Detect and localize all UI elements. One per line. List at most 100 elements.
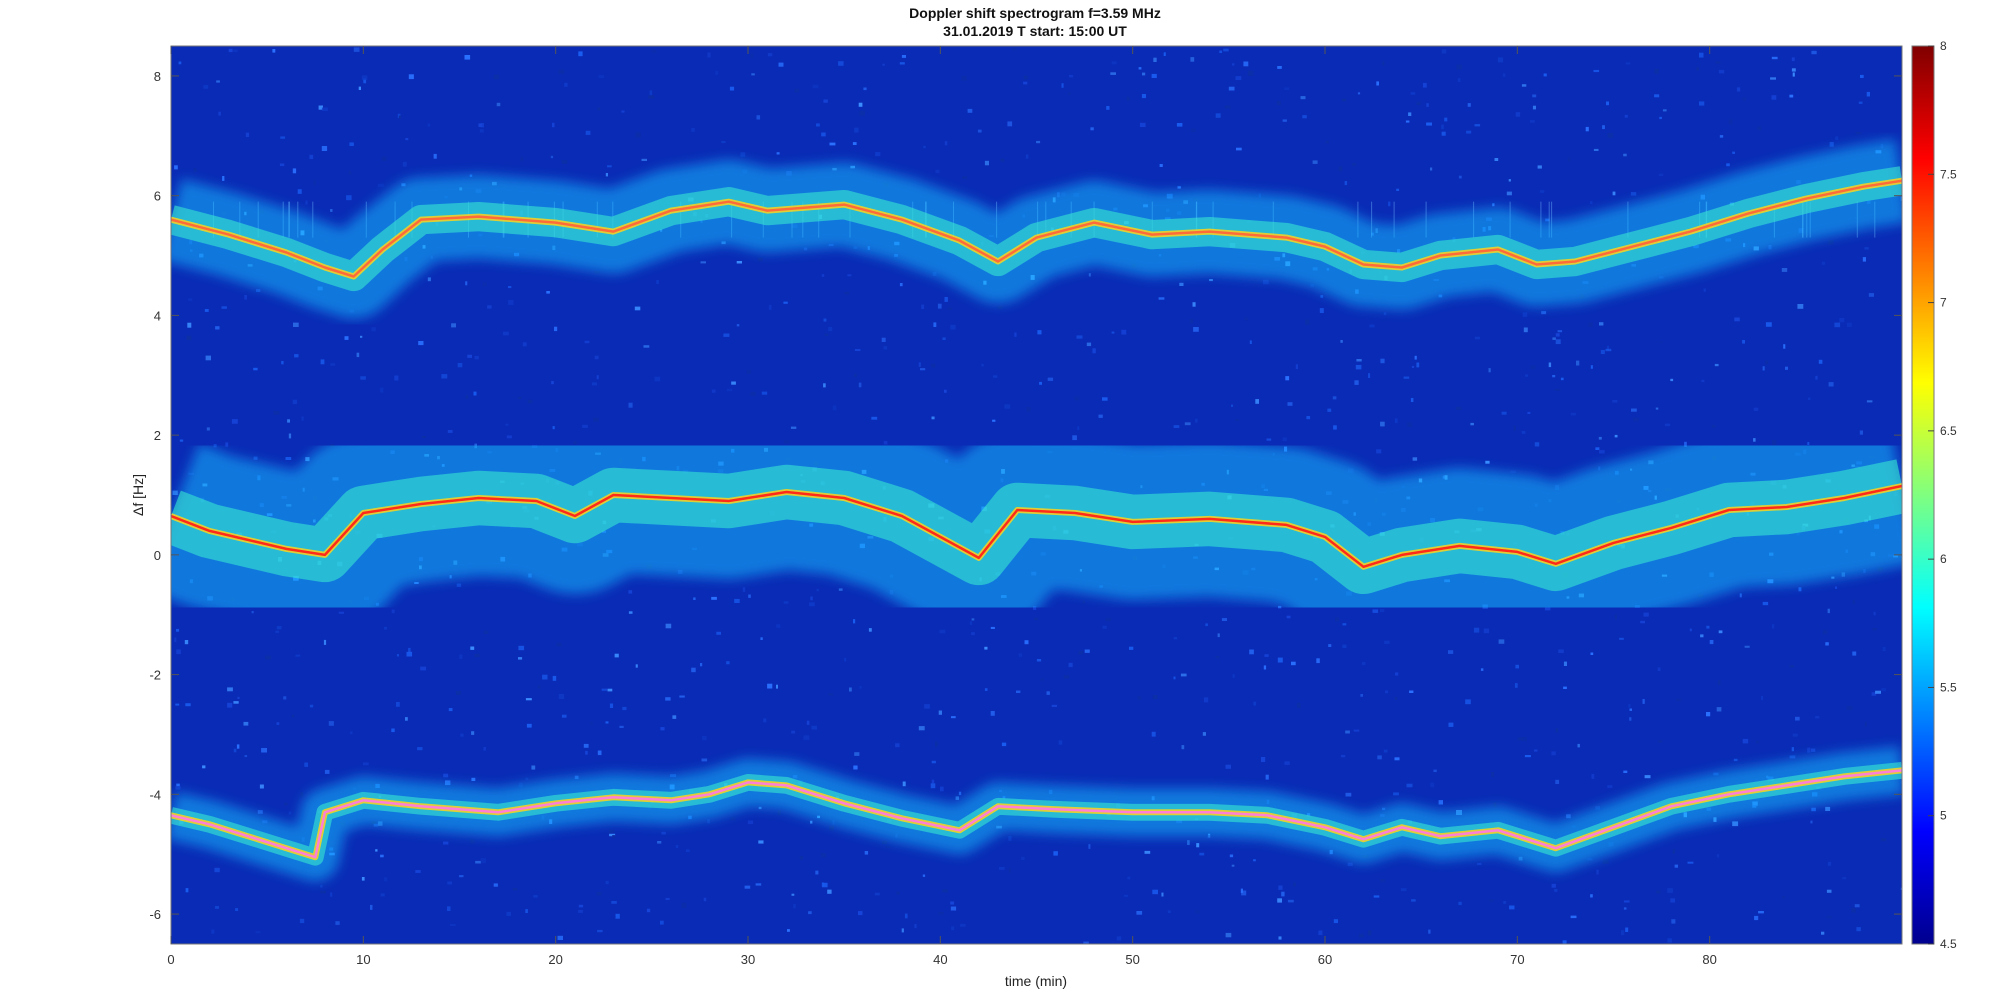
noise-speckle <box>755 883 762 886</box>
noise-speckle <box>1623 900 1630 903</box>
noise-speckle <box>443 841 449 845</box>
noise-speckle <box>402 161 407 167</box>
noise-speckle <box>1811 50 1817 55</box>
x-tick-label: 20 <box>548 952 562 967</box>
noise-speckle <box>1376 449 1382 454</box>
noise-speckle <box>522 342 527 347</box>
noise-speckle <box>273 411 280 415</box>
noise-speckle <box>701 758 708 762</box>
noise-speckle <box>1037 330 1042 335</box>
noise-speckle <box>923 145 926 149</box>
noise-speckle <box>1791 747 1794 752</box>
noise-speckle <box>233 701 239 704</box>
noise-speckle <box>597 107 601 111</box>
noise-speckle <box>1121 329 1127 335</box>
y-tick-label: 4 <box>154 308 161 323</box>
noise-speckle <box>648 95 655 99</box>
noise-speckle <box>288 811 292 815</box>
noise-speckle <box>901 928 904 933</box>
noise-speckle <box>363 78 367 84</box>
noise-speckle <box>1000 158 1005 162</box>
noise-speckle <box>1532 105 1536 110</box>
noise-speckle <box>1203 697 1209 703</box>
noise-speckle <box>551 381 554 385</box>
noise-speckle <box>349 142 354 146</box>
noise-speckle <box>363 762 369 766</box>
noise-speckle <box>1590 894 1593 898</box>
noise-speckle <box>1466 130 1472 134</box>
noise-speckle <box>1277 898 1282 903</box>
noise-speckle <box>1063 675 1070 679</box>
noise-speckle <box>1489 899 1494 902</box>
noise-speckle <box>1719 135 1724 138</box>
noise-speckle <box>1497 57 1504 63</box>
noise-speckle <box>1416 362 1420 368</box>
noise-speckle <box>922 874 926 877</box>
noise-speckle <box>1400 888 1407 892</box>
noise-speckle <box>1607 345 1610 351</box>
noise-speckle <box>822 882 828 888</box>
noise-speckle <box>1656 890 1661 894</box>
noise-speckle <box>947 307 953 310</box>
noise-speckle <box>1278 885 1283 890</box>
noise-speckle <box>748 594 751 598</box>
noise-speckle <box>1595 447 1600 450</box>
noise-speckle <box>1083 941 1089 944</box>
noise-speckle <box>1577 743 1580 748</box>
noise-speckle <box>211 929 215 934</box>
noise-speckle <box>256 289 261 292</box>
noise-speckle <box>1111 331 1115 334</box>
noise-speckle <box>300 791 304 797</box>
noise-speckle <box>1102 397 1108 401</box>
noise-speckle <box>518 645 525 651</box>
noise-speckle <box>1161 892 1164 897</box>
noise-speckle <box>578 51 583 57</box>
noise-speckle <box>203 85 209 89</box>
noise-speckle <box>1179 282 1184 286</box>
noise-speckle <box>1458 175 1462 179</box>
noise-speckle <box>1341 98 1347 102</box>
noise-speckle <box>321 146 328 151</box>
noise-speckle <box>756 115 761 120</box>
noise-speckle <box>783 601 789 604</box>
noise-speckle <box>552 675 557 681</box>
noise-speckle <box>1244 317 1249 321</box>
noise-speckle <box>512 888 518 891</box>
noise-speckle <box>1223 48 1229 52</box>
noise-speckle <box>777 810 781 816</box>
noise-speckle <box>1111 61 1117 65</box>
colorbar-tick-label: 7.5 <box>1940 167 1957 181</box>
noise-speckle <box>1498 639 1505 644</box>
noise-speckle <box>257 810 263 814</box>
noise-speckle <box>406 651 413 657</box>
noise-speckle <box>1069 75 1074 78</box>
noise-speckle <box>931 760 936 764</box>
noise-speckle <box>383 877 388 882</box>
noise-speckle <box>596 892 602 896</box>
noise-speckle <box>1438 800 1443 805</box>
noise-speckle <box>723 333 730 337</box>
noise-speckle <box>552 122 555 128</box>
noise-speckle <box>474 356 479 360</box>
noise-speckle <box>542 674 548 680</box>
noise-speckle <box>750 53 754 58</box>
noise-speckle <box>350 731 353 735</box>
noise-speckle <box>681 902 687 908</box>
noise-speckle <box>1706 625 1710 629</box>
noise-speckle <box>863 87 867 91</box>
noise-speckle <box>1249 340 1252 344</box>
noise-speckle <box>1388 201 1391 207</box>
noise-speckle <box>178 61 182 65</box>
noise-speckle <box>1302 115 1307 119</box>
noise-speckle <box>1555 333 1560 337</box>
noise-speckle <box>1123 894 1128 897</box>
noise-speckle <box>398 115 402 119</box>
noise-speckle <box>1191 128 1196 132</box>
noise-speckle <box>1644 775 1651 779</box>
noise-speckle <box>276 626 282 630</box>
noise-speckle <box>1008 868 1011 873</box>
noise-speckle <box>1671 919 1676 924</box>
noise-speckle <box>1628 703 1631 708</box>
noise-speckle <box>757 257 763 262</box>
noise-speckle <box>1369 324 1375 328</box>
